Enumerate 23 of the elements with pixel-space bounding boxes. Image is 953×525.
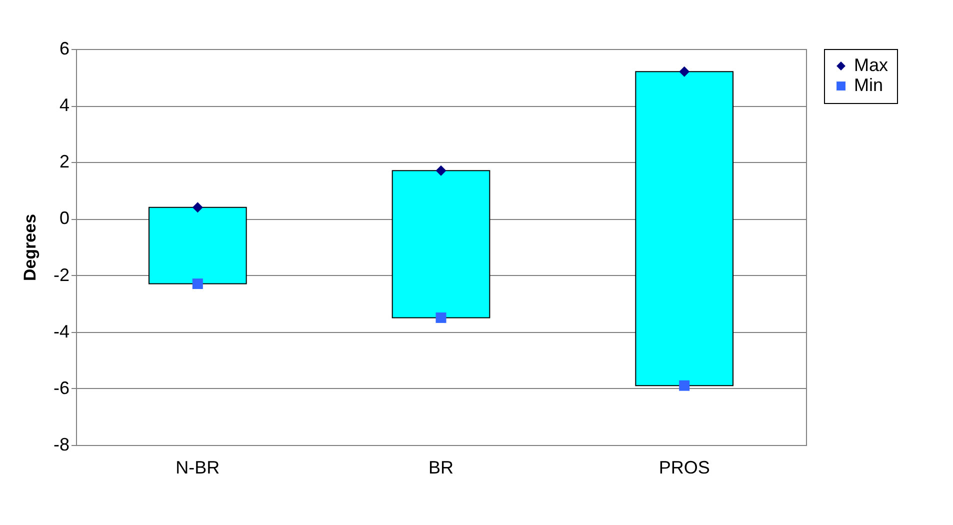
y-tick-label: -4 xyxy=(53,321,70,342)
y-tick-label: -2 xyxy=(53,264,70,285)
point xyxy=(436,312,446,323)
point xyxy=(679,66,690,77)
legend-label: Max xyxy=(854,55,888,75)
point xyxy=(679,380,690,391)
bar xyxy=(392,170,490,318)
y-tick-label: 0 xyxy=(59,208,70,228)
y-tick-label: -8 xyxy=(53,434,70,454)
y-axis-title: Degrees xyxy=(20,214,40,282)
y-tick-label: -6 xyxy=(53,378,70,398)
point xyxy=(192,278,203,290)
x-tick-label: N-BR xyxy=(176,458,220,478)
legend-label: Min xyxy=(854,75,884,95)
y-tick-label: 4 xyxy=(59,95,70,116)
bar xyxy=(635,71,734,386)
point xyxy=(192,202,203,213)
bar xyxy=(148,206,247,284)
y-tick-label: 2 xyxy=(59,152,70,172)
point xyxy=(436,165,446,176)
x-tick-label: BR xyxy=(428,458,454,478)
x-tick-label: PROS xyxy=(658,458,710,478)
y-tick-label: 6 xyxy=(59,38,70,58)
